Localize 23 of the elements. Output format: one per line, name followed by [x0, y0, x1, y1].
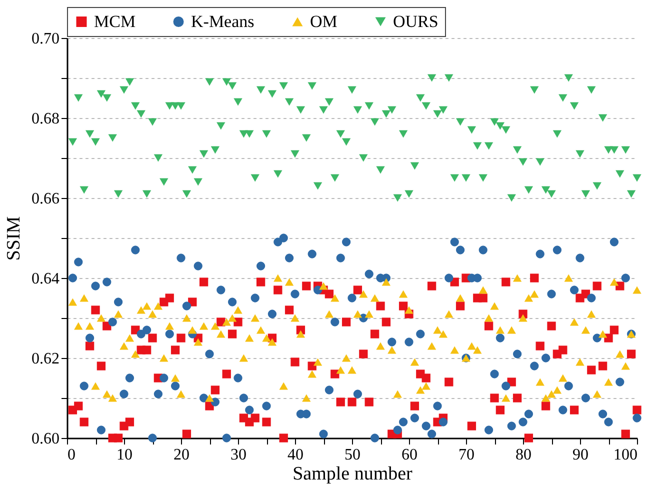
legend-label: OURS [393, 12, 438, 31]
x-tick-label: 100 [614, 446, 638, 464]
legend-label: MCM [94, 12, 136, 31]
legend-label: OM [310, 12, 338, 31]
y-tick-label: 0.68 [32, 110, 60, 128]
x-axis-title: Sample number [292, 464, 414, 484]
x-tick-label: 10 [116, 446, 132, 464]
x-tick-label: 90 [572, 446, 588, 464]
x-tick-label: 80 [516, 446, 532, 464]
y-tick-label: 0.62 [32, 350, 60, 368]
y-tick-label: 0.66 [32, 190, 60, 208]
x-tick-label: 0 [68, 446, 76, 464]
x-tick-label: 20 [174, 446, 190, 464]
x-tick-label: 50 [344, 446, 360, 464]
x-tick-label: 60 [402, 446, 418, 464]
y-tick-label: 0.64 [32, 270, 60, 288]
y-tick-label: 0.60 [32, 430, 60, 448]
y-tick-label: 0.70 [32, 30, 60, 48]
x-tick-label: 30 [230, 446, 246, 464]
x-tick-label: 70 [458, 446, 474, 464]
x-tick-label: 40 [288, 446, 304, 464]
legend-label: K-Means [191, 12, 254, 31]
y-axis-title: SSIM [4, 216, 24, 261]
